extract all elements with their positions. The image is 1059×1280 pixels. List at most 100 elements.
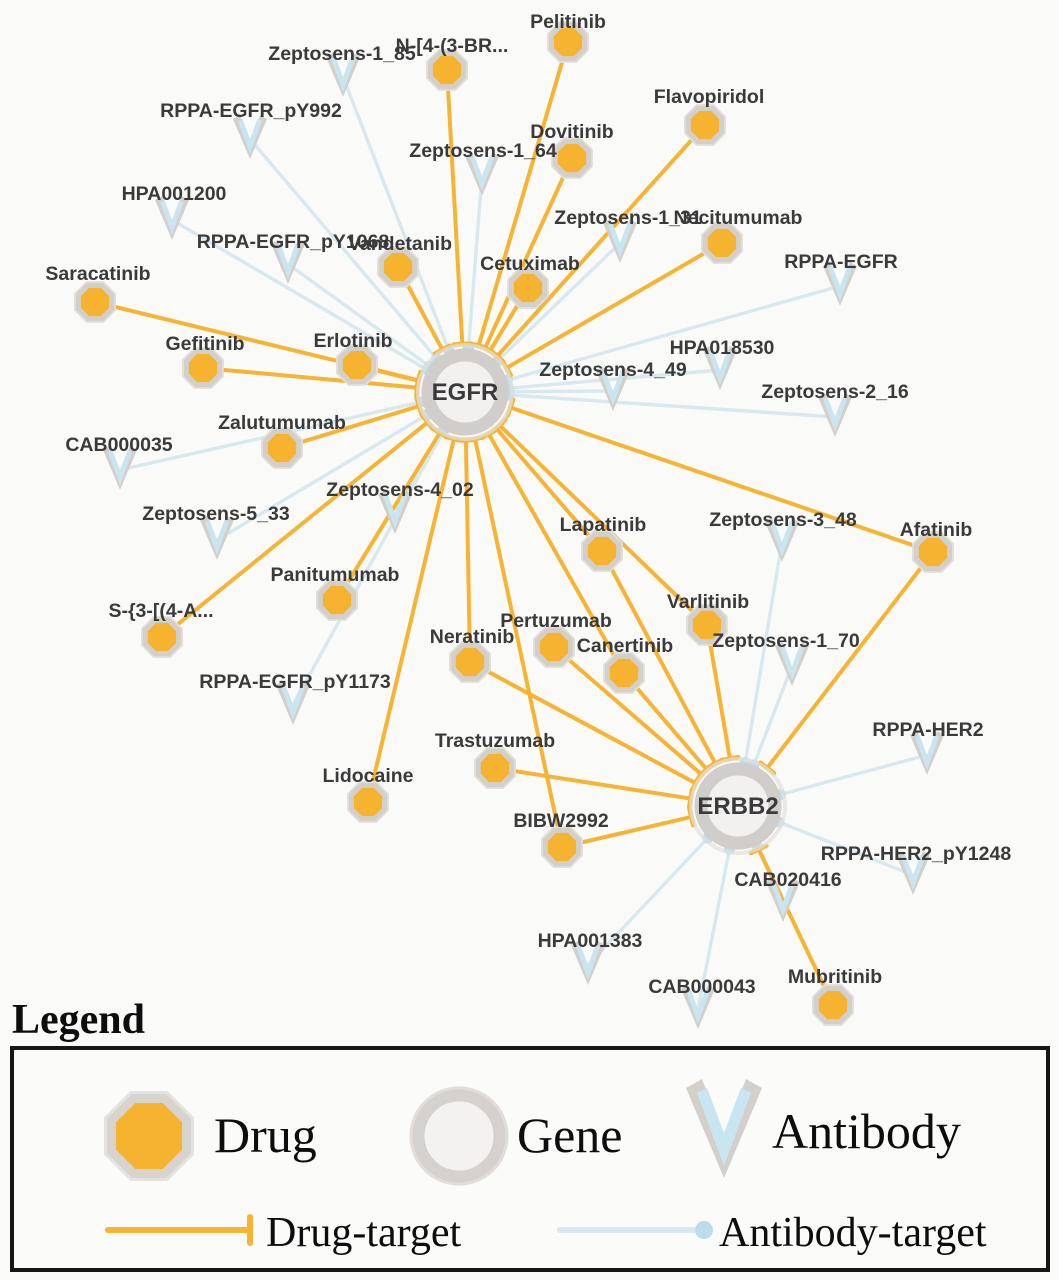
octagon-halo: [377, 246, 419, 288]
antibody-node-hpa001383[interactable]: [571, 941, 605, 985]
edge-antibody-target-zeptosens-1-70[interactable]: [752, 665, 794, 766]
drug-node-bibw2992[interactable]: [541, 826, 583, 868]
drug-node-dovitinib[interactable]: [551, 137, 593, 179]
drug-node-n-4-3-br[interactable]: [426, 49, 468, 91]
antibody-node-rppa-egfr-py1173[interactable]: [276, 681, 310, 725]
antibody-node-zeptosens-4-49[interactable]: [596, 367, 630, 411]
antibody-node-cab000035[interactable]: [103, 446, 137, 490]
edge-drug-target-pelitinib-egfr[interactable]: [476, 41, 570, 347]
edge-antibody-target-hpa018530[interactable]: [508, 368, 721, 390]
drug-node-neratinib[interactable]: [449, 641, 491, 683]
drug-node-zalutumumab[interactable]: [261, 427, 303, 469]
edge-antibody-target-rppa-egfr-py1173[interactable]: [291, 429, 446, 706]
gene-node-egfr[interactable]: EGFR: [416, 343, 514, 441]
drug-node-canertinib[interactable]: [603, 652, 645, 694]
antibody-node-zeptosens-3-48[interactable]: [765, 518, 799, 562]
antibody-node-cab020416[interactable]: [766, 878, 800, 922]
antibody-node-zeptosens-1-64[interactable]: [465, 152, 499, 196]
drug-node-s-3-4-a[interactable]: [141, 616, 183, 658]
drug-node-varlitinib[interactable]: [686, 604, 728, 646]
edge-drug-target-trastuzumab-erbb2[interactable]: [494, 766, 691, 801]
edge-drug-target-bibw2992-egfr[interactable]: [473, 438, 564, 848]
antibody-node-rppa-egfr-py1068[interactable]: [271, 240, 305, 284]
edge-drug-target-canertinib-erbb2[interactable]: [622, 671, 709, 771]
edge-drug-target-lapatinib-erbb2[interactable]: [600, 550, 718, 765]
octagon-halo: [547, 21, 589, 63]
gene-node-erbb2[interactable]: ERBB2: [689, 757, 787, 855]
edge-drug-target-dovitinib-egfr[interactable]: [483, 157, 574, 350]
antibody-node-cab000043[interactable]: [681, 985, 715, 1029]
edge-antibody-target-zeptosens-5-33[interactable]: [216, 413, 429, 542]
edge-drug-target-bibw2992-erbb2[interactable]: [561, 814, 692, 849]
drug-node-mubritinib[interactable]: [812, 984, 854, 1026]
edge-antibody-target-zeptosens-1-64[interactable]: [466, 175, 484, 349]
antibody-node-zeptosens-1-70[interactable]: [775, 642, 809, 686]
antibody-node-rppa-her2-py1248[interactable]: [896, 851, 930, 895]
edge-antibody-target-cab000043[interactable]: [696, 848, 732, 1010]
edge-drug-target-neratinib-erbb2[interactable]: [469, 660, 697, 786]
edge-drug-target-lidocaine-egfr[interactable]: [366, 438, 456, 803]
antibody-node-rppa-egfr-py992[interactable]: [233, 115, 267, 159]
drug-node-saracatinib[interactable]: [74, 281, 116, 323]
edge-drug-target-canertinib-egfr[interactable]: [486, 432, 626, 674]
chevron-icon-core: [608, 223, 632, 258]
drug-node-lapatinib[interactable]: [581, 530, 623, 572]
drug-node-cetuximab[interactable]: [507, 267, 549, 309]
octagon-icon: [337, 345, 377, 385]
drug-node-flavopiridol[interactable]: [684, 104, 726, 146]
edge-drug-target-varlitinib-erbb2[interactable]: [705, 624, 732, 760]
drug-node-pertuzumab[interactable]: [533, 626, 575, 668]
drug-node-pelitinib[interactable]: [547, 21, 589, 63]
drug-node-erlotinib[interactable]: [336, 344, 378, 386]
edge-drug-target-gefitinib-egfr[interactable]: [202, 366, 418, 390]
drug-node-trastuzumab[interactable]: [474, 747, 516, 789]
octagon-halo: [141, 616, 183, 658]
edge-antibody-target-zeptosens-2-16[interactable]: [508, 393, 836, 419]
drug-node-vandetanib[interactable]: [377, 246, 419, 288]
antibody-node-zeptosens-1-85[interactable]: [326, 53, 360, 97]
edge-drug-target-afatinib-egfr[interactable]: [509, 405, 934, 554]
edge-drug-target-afatinib-erbb2[interactable]: [765, 550, 935, 770]
edge-drug-target-neratinib-egfr[interactable]: [463, 439, 472, 663]
legend-title: Legend: [12, 997, 146, 1043]
edge-drug-target-lapatinib-egfr[interactable]: [494, 427, 604, 553]
antibody-node-zeptosens-2-16[interactable]: [818, 393, 852, 437]
drug-node-afatinib[interactable]: [912, 531, 954, 573]
edge-antibody-target-rppa-her2[interactable]: [780, 753, 928, 797]
antibody-node-hpa018530[interactable]: [703, 346, 737, 390]
edge-antibody-target-zeptosens-1-31[interactable]: [495, 241, 622, 363]
edge-drug-target-flavopiridol-egfr[interactable]: [495, 123, 707, 358]
edge-antibody-target-zeptosens-3-48[interactable]: [743, 541, 784, 763]
edge-antibody-target-rppa-egfr[interactable]: [506, 284, 841, 382]
edge-drug-target-n-4-3-br-egfr[interactable]: [445, 69, 465, 345]
antibody-label-cab000043: CAB000043: [648, 976, 755, 998]
drug-node-lidocaine[interactable]: [347, 781, 389, 823]
antibody-node-rppa-egfr[interactable]: [823, 262, 857, 306]
drug-node-gefitinib[interactable]: [182, 347, 224, 389]
edge-antibody-target-hpa001383[interactable]: [586, 836, 710, 967]
edge-drug-target-necitumumab-egfr[interactable]: [505, 241, 724, 370]
drug-label-mubritinib: Mubritinib: [788, 966, 882, 988]
drug-node-necitumumab[interactable]: [701, 222, 743, 264]
edge-drug-target-mubritinib-erbb2[interactable]: [756, 848, 835, 1006]
octagon-icon: [685, 105, 725, 145]
edge-antibody-target-rppa-egfr-py1068[interactable]: [287, 262, 431, 368]
edge-drug-target-pertuzumab-erbb2[interactable]: [552, 645, 703, 777]
chevron-icon-core: [108, 450, 132, 485]
edge-antibody-target-hpa001200[interactable]: [171, 218, 428, 372]
drug-node-panitumumab[interactable]: [316, 579, 358, 621]
antibody-node-zeptosens-5-33[interactable]: [200, 516, 234, 560]
gene-circle-icon: [421, 348, 509, 436]
antibody-node-hpa001200[interactable]: [155, 196, 189, 240]
edge-drug-target-zalutumumab-egfr[interactable]: [281, 404, 420, 450]
edge-drug-target-s-3-4-a-egfr[interactable]: [160, 420, 429, 639]
edge-antibody-target-zeptosens-4-49[interactable]: [508, 389, 614, 394]
chevron-icon-core: [276, 244, 300, 279]
antibody-node-rppa-her2[interactable]: [910, 731, 944, 775]
edge-antibody-target-zeptosens-1-85[interactable]: [341, 76, 451, 352]
antibody-node-zeptosens-4-02[interactable]: [378, 490, 412, 534]
edge-antibody-target-rppa-egfr-py992[interactable]: [248, 137, 438, 360]
antibody-node-zeptosens-1-31[interactable]: [603, 219, 637, 263]
edge-antibody-target-rppa-her2-py1248[interactable]: [778, 820, 914, 877]
edge-drug-target-varlitinib-egfr[interactable]: [498, 423, 709, 627]
